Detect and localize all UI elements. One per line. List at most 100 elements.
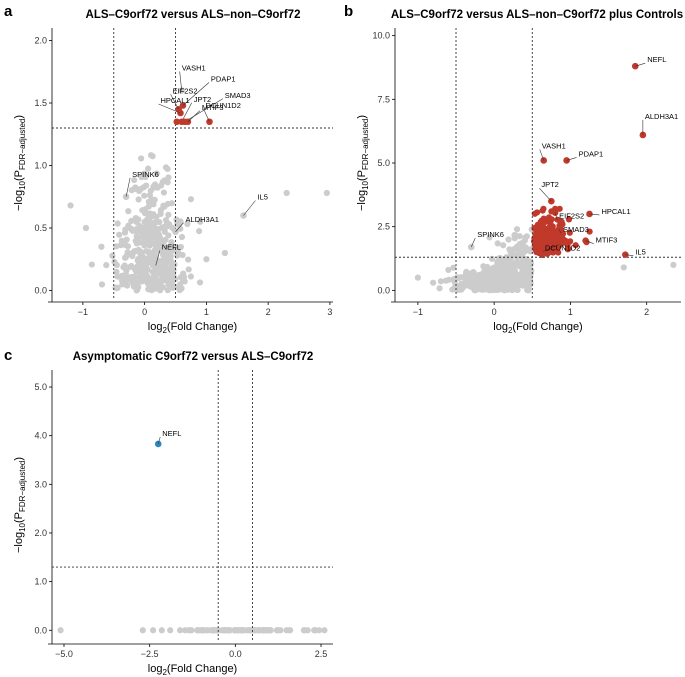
data-point (164, 200, 171, 208)
data-point (164, 287, 171, 294)
data-point (88, 261, 95, 268)
label-leader-line (179, 71, 182, 91)
gene-label: JPT2 (541, 180, 559, 189)
data-point (513, 226, 521, 233)
data-point (187, 196, 195, 203)
data-point (565, 216, 573, 223)
data-point (494, 240, 501, 247)
gene-label: NEFL (647, 55, 666, 64)
data-point (165, 174, 172, 181)
data-point (222, 627, 229, 634)
gene-label: MTIF3 (202, 103, 224, 112)
panel-letter: a (4, 3, 13, 20)
data-point (149, 278, 156, 285)
data-point (135, 255, 142, 263)
data-point (287, 627, 294, 634)
data-point (480, 270, 487, 277)
x-tick-label: 1 (204, 307, 209, 317)
label-leader-line (181, 102, 192, 122)
label-leader-line (585, 240, 594, 244)
x-axis-label: log2(Fold Change) (148, 663, 237, 677)
data-point (133, 287, 140, 294)
data-point (124, 243, 132, 250)
y-tick-label: 5.0 (377, 158, 390, 168)
data-point (164, 269, 171, 276)
label-leader-line (157, 436, 161, 445)
data-point (566, 229, 573, 236)
y-axis-label: −log10(PFDR−adjusted) (13, 457, 27, 553)
data-point (321, 627, 328, 634)
x-tick-label: −1 (78, 307, 88, 317)
data-point (139, 627, 146, 634)
data-point (519, 243, 526, 250)
data-point (125, 208, 132, 215)
data-point (147, 221, 154, 228)
gene-label: PDAP1 (211, 75, 236, 84)
label-leader-line (635, 62, 646, 67)
data-point (533, 223, 540, 230)
data-point (128, 226, 135, 234)
x-tick-label: 2.5 (315, 649, 328, 659)
data-point (510, 246, 518, 253)
label-leader-line (243, 200, 256, 216)
data-point (133, 282, 140, 290)
y-tick-label: 0.0 (34, 286, 47, 296)
label-leader-line (554, 212, 558, 220)
data-point (164, 179, 171, 186)
data-point (486, 234, 493, 241)
label-leader-line (125, 177, 131, 197)
data-point (137, 248, 144, 255)
gene-label: IL5 (257, 193, 267, 202)
label-leader-line (625, 254, 634, 256)
data-point (168, 277, 175, 285)
data-point (156, 286, 164, 293)
data-point (414, 274, 421, 281)
data-point (274, 627, 282, 634)
data-point (508, 286, 515, 293)
data-point (182, 627, 189, 634)
highlighted-point (154, 440, 162, 448)
data-point (152, 219, 160, 226)
y-tick-label: 2.0 (34, 528, 47, 538)
data-point (188, 627, 195, 634)
gene-label: ALDH3A1 (645, 112, 678, 121)
nonsignificant-points (57, 627, 328, 634)
y-axis-label: −log10(PFDR−adjusted) (13, 115, 27, 211)
data-point (494, 258, 501, 265)
gene-label: PDAP1 (579, 149, 604, 158)
data-point (535, 249, 543, 256)
y-tick-label: 1.5 (34, 98, 47, 108)
data-point (114, 220, 121, 227)
data-point (123, 236, 130, 243)
gene-label: SMAD3 (563, 225, 589, 234)
y-tick-label: 3.0 (34, 479, 47, 489)
data-point (555, 231, 563, 239)
data-point (495, 268, 502, 275)
data-point (430, 279, 437, 286)
nonsignificant-points (414, 226, 677, 294)
data-point (143, 248, 150, 255)
gene-label: VASH1 (182, 64, 206, 73)
x-tick-label: 1 (568, 307, 573, 317)
y-tick-label: 0.0 (34, 625, 47, 635)
data-point (160, 189, 168, 196)
data-point (450, 286, 457, 293)
data-point (572, 242, 579, 249)
data-point (450, 264, 457, 271)
label-leader-line (539, 188, 552, 202)
data-point (517, 262, 524, 269)
data-point (311, 627, 318, 634)
data-point (484, 263, 491, 271)
y-tick-label: 10.0 (372, 31, 390, 41)
y-tick-label: 4.0 (34, 431, 47, 441)
label-leader-line (155, 250, 161, 266)
data-point (538, 217, 545, 224)
data-point (300, 627, 307, 634)
data-point (521, 256, 528, 263)
data-point (150, 240, 157, 247)
data-point (145, 286, 152, 293)
gene-label: VASH1 (542, 141, 566, 150)
label-leader-line (182, 82, 210, 106)
data-point (488, 255, 496, 262)
